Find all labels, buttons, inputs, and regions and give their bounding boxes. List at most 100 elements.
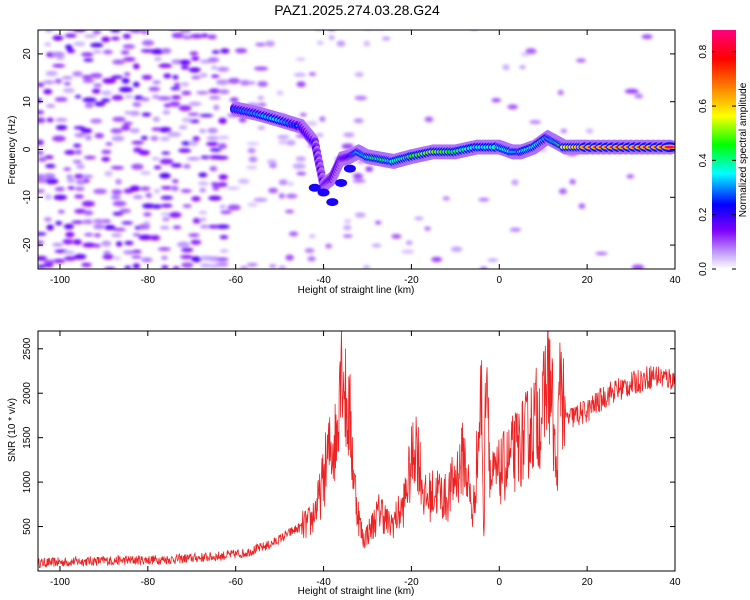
spectrogram-cell — [171, 185, 179, 192]
spectrogram-cell — [178, 105, 192, 112]
spectrogram-cell — [115, 241, 123, 247]
spectrogram-cell — [575, 58, 586, 63]
spectrogram-cell — [276, 90, 284, 96]
spectrogram-cell — [121, 221, 134, 225]
spectrogram-x-label: Height of straight line (km) — [298, 285, 415, 296]
spectrogram-y-axis: -20 -10 0 10 20 — [22, 48, 675, 252]
spectrogram-cell — [110, 128, 123, 134]
spectrogram-cell — [103, 250, 111, 255]
spectrogram-cell — [502, 64, 510, 71]
snr-x-label: Height of straight line (km) — [298, 586, 415, 597]
spectrogram-cell — [152, 80, 161, 85]
spectrogram-cell — [278, 139, 289, 145]
spectrogram-cell — [352, 179, 366, 183]
spectrogram-cell — [343, 219, 352, 224]
colorbar-tick-label: 0.4 — [698, 153, 709, 167]
spectrogram-cell — [212, 185, 220, 191]
spectrogram-cell — [160, 195, 174, 200]
spectrogram-cell — [431, 256, 443, 263]
spectrogram-cell — [38, 255, 48, 261]
spectrogram-cell — [124, 240, 134, 246]
spectrogram-cell — [132, 102, 142, 107]
spectrogram-cell — [479, 266, 488, 269]
colorbar-tick-label: 0.0 — [698, 262, 709, 276]
spectrogram-cell — [180, 189, 192, 193]
spectrogram-cell — [207, 34, 217, 40]
spectrogram-cell — [382, 36, 391, 41]
spectrogram-cell — [190, 239, 202, 245]
spectrogram-cell — [306, 121, 318, 127]
ridge-blob — [335, 178, 348, 187]
spectrogram-cell — [124, 72, 131, 77]
spectrogram-cell — [634, 93, 644, 99]
spectrogram-cell — [268, 187, 279, 194]
x-tick-label: -20 — [404, 275, 419, 286]
spectrogram-cell — [159, 158, 174, 165]
spectrogram-cell — [90, 118, 103, 124]
spectrogram-cell — [67, 26, 75, 30]
spectrogram-cell — [191, 196, 201, 202]
y-tick-label: 1000 — [22, 471, 33, 494]
spectrogram-cell — [54, 97, 68, 102]
spectrogram-cell — [200, 224, 209, 229]
spectrogram-ridge — [229, 101, 675, 207]
x-tick-label: -60 — [228, 577, 243, 588]
spectrogram-x-axis: -100 -80 -60 -40 -20 0 20 40 — [50, 30, 681, 286]
spectrogram-cell — [66, 174, 73, 179]
spectrogram-cell — [199, 128, 207, 133]
spectrogram-cell — [122, 44, 136, 49]
colorbar: 0.0 0.2 0.4 0.6 0.8 Normalized spectral ampl… — [698, 30, 749, 276]
spectrogram-cell — [169, 101, 181, 107]
spectrogram-cell — [286, 139, 296, 146]
spectrogram-cell — [586, 128, 594, 134]
spectrogram-cell — [83, 178, 90, 183]
spectrogram-cell — [376, 30, 382, 31]
spectrogram-cell — [94, 233, 102, 238]
spectrogram-cell — [178, 148, 192, 153]
snr-y-axis: 500 1000 1500 2000 2500 — [22, 337, 675, 535]
spectrogram-cell — [220, 48, 230, 54]
snr-x-axis: -100 -80 -60 -40 -20 0 20 40 — [50, 331, 681, 588]
spectrogram-cell — [557, 89, 564, 96]
spectrogram-cell — [519, 65, 526, 70]
spectrogram-cell — [38, 232, 47, 236]
spectrogram-cell — [162, 109, 171, 115]
spectrogram-cell — [141, 40, 155, 46]
spectrogram-cell — [219, 249, 229, 253]
spectrogram-cell — [73, 143, 82, 148]
y-tick-label: 2500 — [22, 337, 33, 360]
spectrogram-cell — [121, 78, 130, 84]
spectrogram-cell — [51, 51, 65, 57]
spectrogram-cell — [624, 88, 639, 94]
spectrogram-cell — [54, 78, 63, 84]
spectrogram-cell — [196, 91, 209, 95]
spectrogram-cell — [208, 95, 221, 100]
spectrogram-cell — [631, 264, 645, 269]
x-tick-label: -80 — [141, 577, 156, 588]
spectrogram-cell — [240, 265, 248, 269]
spectrogram-cell — [111, 135, 125, 142]
spectrogram-cell — [92, 50, 102, 54]
spectrogram-cell — [115, 178, 122, 185]
spectrogram-cell — [111, 75, 123, 79]
spectrogram-cell — [101, 149, 112, 154]
spectrogram-cell — [103, 49, 113, 55]
colorbar-gradient — [712, 30, 736, 269]
spectrogram-cell — [170, 86, 181, 91]
spectrogram-cell — [343, 224, 352, 231]
spectrogram-cell — [227, 77, 241, 84]
spectrogram-cell — [93, 224, 105, 230]
spectrogram-cell — [54, 186, 65, 192]
x-tick-label: 40 — [669, 275, 681, 286]
spectrogram-cell — [38, 82, 45, 87]
spectrogram-cell — [129, 30, 143, 33]
spectrogram-cell — [424, 226, 431, 231]
spectrogram-cell — [44, 194, 52, 200]
spectrogram-cell — [595, 251, 608, 255]
spectrogram-cell — [246, 81, 256, 85]
spectrogram-cell — [104, 170, 113, 177]
spectrogram-cell — [112, 200, 127, 207]
spectrogram-cell — [363, 26, 374, 30]
spectrogram-cell — [187, 112, 200, 116]
